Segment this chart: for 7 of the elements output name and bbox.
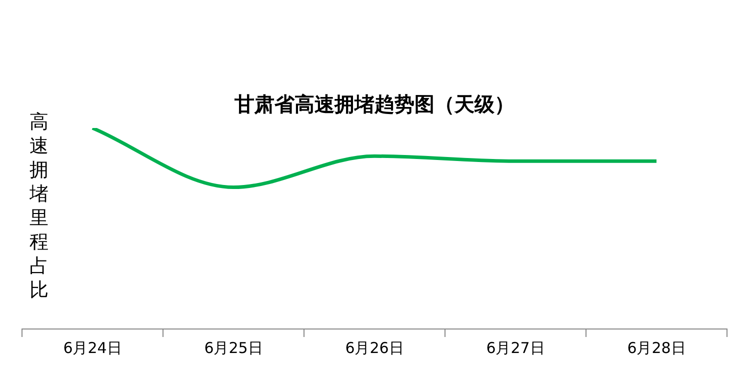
x-tick-label: 6月28日 (627, 338, 686, 357)
chart-title: 甘肃省高速拥堵趋势图（天级） (234, 92, 514, 116)
x-tick-label: 6月25日 (204, 338, 263, 357)
x-tick-label: 6月24日 (63, 338, 122, 357)
y-axis-title: 高速拥堵里程占比 (28, 110, 50, 302)
x-tick-label: 6月27日 (486, 338, 545, 357)
x-tick-label: 6月26日 (345, 338, 404, 357)
